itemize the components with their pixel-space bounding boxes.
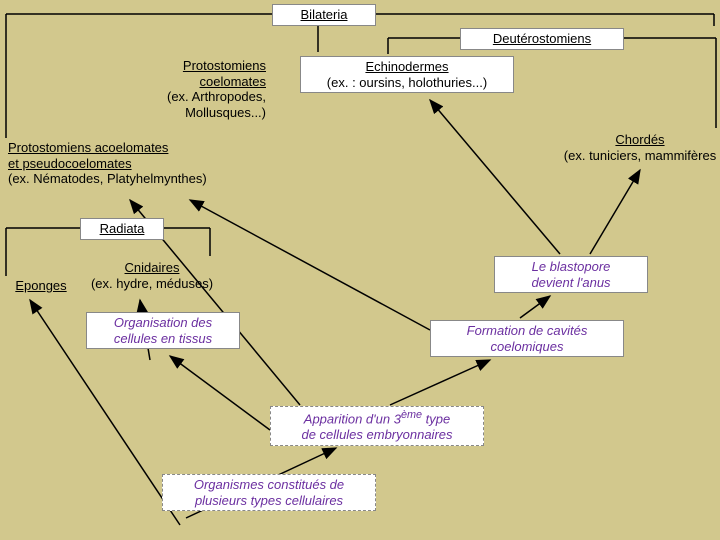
- title: Echinodermes: [365, 59, 448, 74]
- node-apparition: Apparition d'un 3ème type de cellules em…: [270, 406, 484, 446]
- node-chordes: Chordés (ex. tuniciers, mammifères: [548, 130, 720, 165]
- l1: Formation de cavités: [467, 323, 588, 338]
- sub: (ex. Arthropodes, Mollusques...): [167, 89, 266, 120]
- sup: ème: [401, 409, 422, 421]
- node-deuterostomiens: Deutérostomiens: [460, 28, 624, 50]
- l2: cellules en tissus: [114, 331, 212, 346]
- label: Deutérostomiens: [493, 31, 591, 46]
- l1: Apparition d'un 3: [304, 411, 401, 426]
- node-echinodermes: Echinodermes (ex. : oursins, holothuries…: [300, 56, 514, 93]
- node-bilateria: Bilateria: [272, 4, 376, 26]
- sub: (ex. : oursins, holothuries...): [327, 75, 487, 90]
- node-radiata: Radiata: [80, 218, 164, 240]
- node-protostomiens-acoelomates: Protostomiens acoelomates et pseudocoelo…: [2, 138, 254, 189]
- label: Bilateria: [301, 7, 348, 22]
- node-protostomiens-coelomates: Protostomiens coelomates (ex. Arthropode…: [110, 56, 272, 122]
- title: Chordés: [615, 132, 664, 147]
- l2: plusieurs types cellulaires: [195, 493, 343, 508]
- sub: (ex. tuniciers, mammifères: [564, 148, 716, 163]
- title: Protostomiens coelomates: [183, 58, 266, 89]
- node-cavites: Formation de cavités coelomiques: [430, 320, 624, 357]
- l1: Le blastopore: [532, 259, 611, 274]
- l1: Organismes constitués de: [194, 477, 344, 492]
- node-cnidaires: Cnidaires (ex. hydre, méduses): [66, 258, 238, 293]
- node-blastopore: Le blastopore devient l'anus: [494, 256, 648, 293]
- l1b: type: [422, 411, 450, 426]
- title: Cnidaires: [125, 260, 180, 275]
- l1: Organisation des: [114, 315, 212, 330]
- l2: devient l'anus: [531, 275, 610, 290]
- sub: (ex. Nématodes, Platyhelmynthes): [8, 171, 207, 186]
- sub: (ex. hydre, méduses): [91, 276, 213, 291]
- l2: coelomiques: [491, 339, 564, 354]
- title1: Protostomiens acoelomates: [8, 140, 168, 155]
- title2: et pseudocoelomates: [8, 156, 132, 171]
- node-eponges: Eponges: [4, 276, 78, 296]
- label: Eponges: [15, 278, 66, 293]
- l2: de cellules embryonnaires: [301, 427, 452, 442]
- node-organisation: Organisation des cellules en tissus: [86, 312, 240, 349]
- node-organismes: Organismes constitués de plusieurs types…: [162, 474, 376, 511]
- label: Radiata: [100, 221, 145, 236]
